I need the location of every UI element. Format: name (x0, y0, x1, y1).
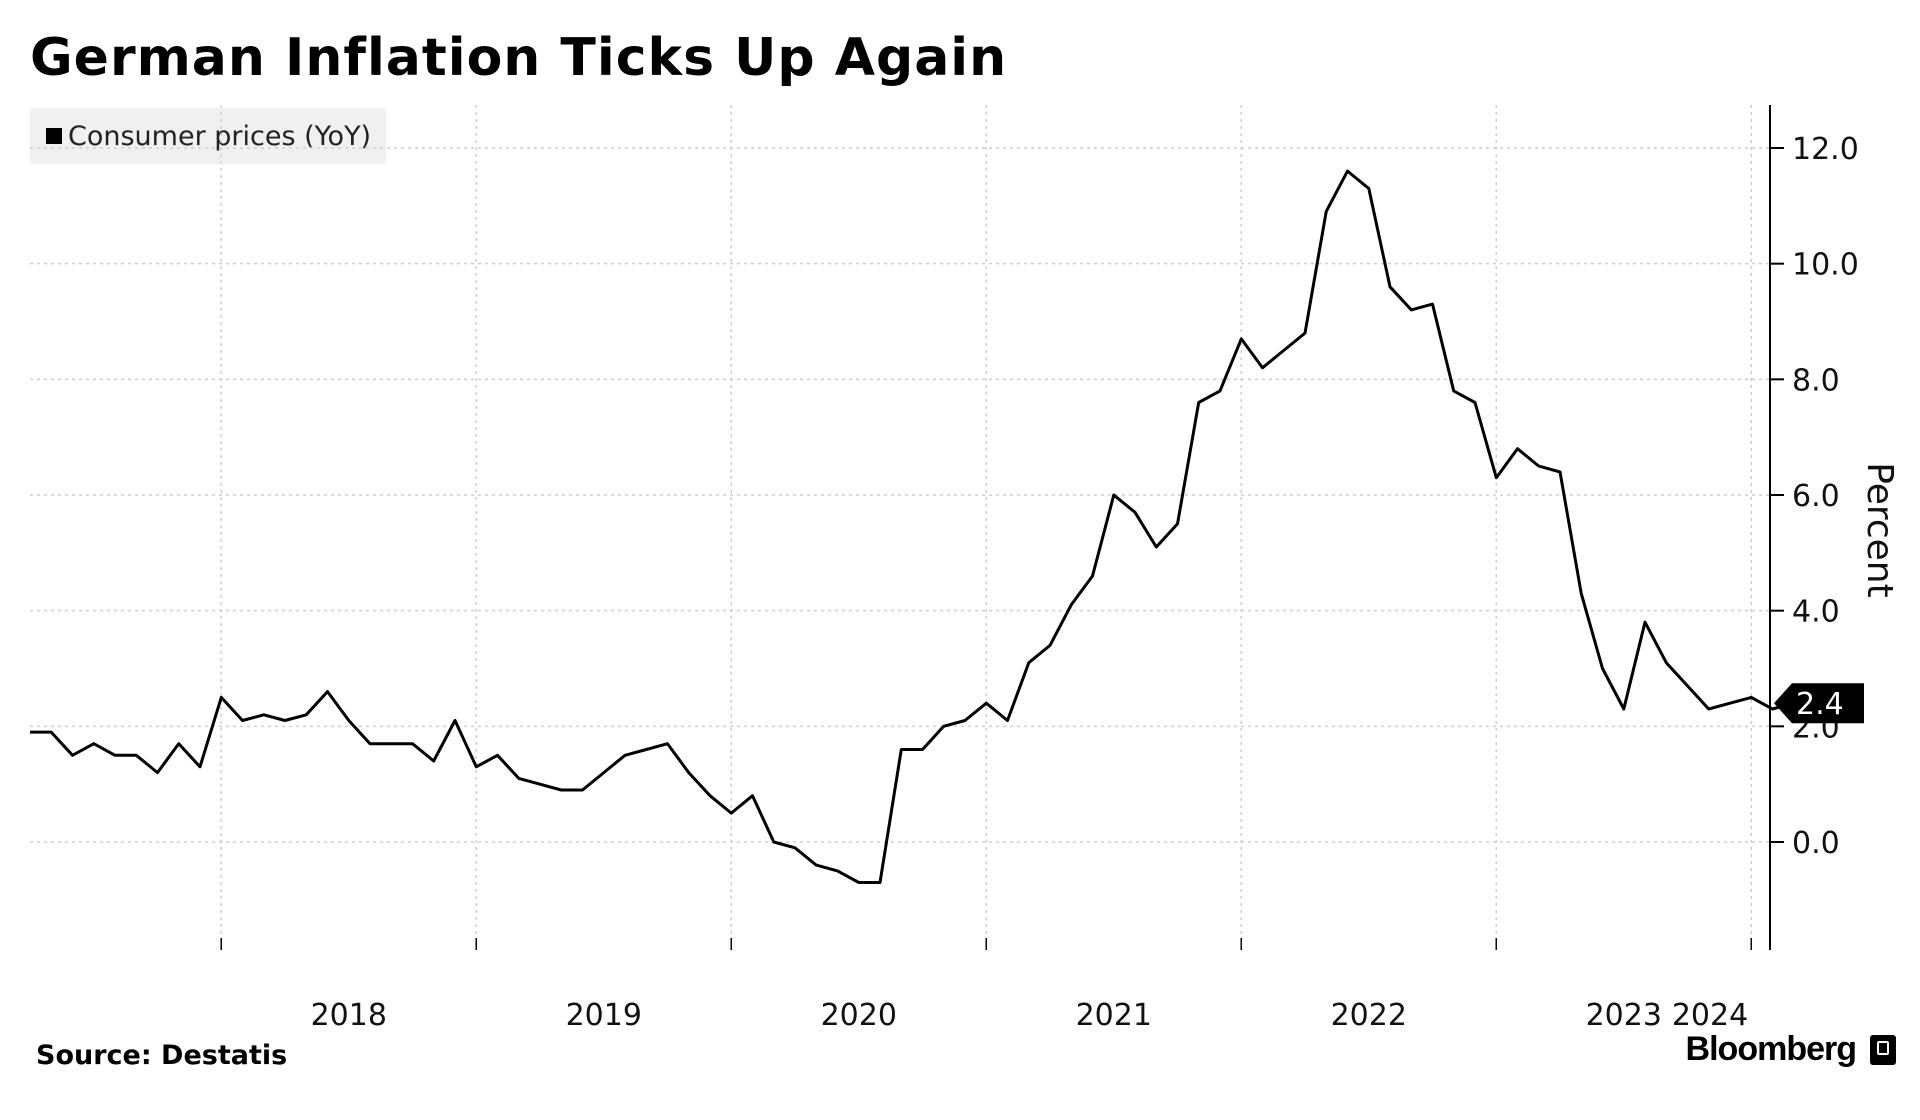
legend-label: Consumer prices (YoY) (68, 120, 372, 152)
y-tick-label: 4.0 (1792, 595, 1840, 630)
x-tick-label: 2021 (1076, 998, 1152, 1033)
source-note: Source: Destatis (36, 1040, 288, 1071)
brand-logo: Bloomberg (1686, 1030, 1896, 1069)
y-axis-title: Percent (1859, 462, 1900, 597)
bloomberg-terminal-icon (1870, 1034, 1896, 1065)
series-line-consumer-prices (30, 169, 1815, 884)
y-tick-label: 0.0 (1792, 826, 1840, 861)
y-tick-label: 8.0 (1792, 363, 1840, 398)
x-tick-label: 2020 (821, 998, 897, 1033)
y-tick-label: 10.0 (1792, 248, 1859, 283)
legend-swatch (46, 128, 62, 144)
y-tick-label: 6.0 (1792, 479, 1840, 514)
chart-title: German Inflation Ticks Up Again (30, 28, 1008, 88)
x-tick-label: 2024 (1672, 998, 1748, 1033)
x-tick-label: 2022 (1331, 998, 1407, 1033)
x-tick-label: 2023 (1586, 998, 1662, 1033)
x-tick-label: 2019 (566, 998, 642, 1033)
y-tick-label: 12.0 (1792, 132, 1859, 167)
legend: Consumer prices (YoY) (30, 108, 386, 164)
brand-name: Bloomberg (1685, 1030, 1857, 1068)
x-tick-label: 2018 (311, 998, 387, 1033)
last-value-badge (1774, 683, 1864, 724)
last-value-label: 2.4 (1796, 687, 1844, 722)
